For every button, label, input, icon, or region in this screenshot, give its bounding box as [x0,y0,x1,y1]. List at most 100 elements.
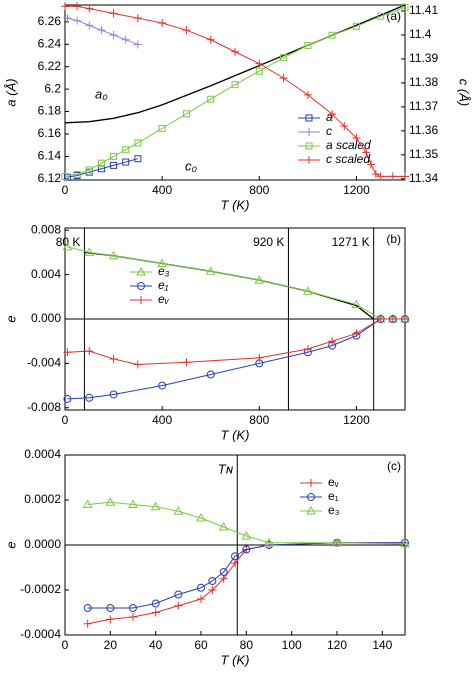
marker [109,30,118,39]
x-tick-label: 1200 [343,183,370,197]
x-tick-label: 140 [372,638,392,652]
legend-label: eᵥ [328,475,339,489]
reference-label: Tɴ [218,461,234,476]
marker [197,583,205,592]
x-tick-label: 80 [240,638,254,652]
y2-tick-label: 11.39 [409,51,438,65]
marker [121,35,130,44]
marker [83,619,92,628]
marker [133,360,142,369]
legend-label: eᵥ [158,292,170,306]
marker [351,299,362,309]
reference-label: 920 K [253,235,284,249]
marker [158,124,166,132]
marker [85,393,94,402]
marker [376,172,385,181]
x-tick-label: 100 [282,638,302,652]
marker [63,173,71,181]
marker [174,590,183,599]
series-line [87,542,405,609]
x-tick-label: 800 [249,413,269,427]
marker [242,545,251,554]
marker [352,22,360,30]
marker [219,574,228,583]
marker [182,26,191,35]
marker [303,90,312,99]
series-line [87,542,405,625]
y-tick-label: 0.0000 [24,537,61,551]
marker [84,247,95,256]
y2-tick-label: 11.38 [409,75,438,89]
y2-tick-label: 11.34 [409,171,438,185]
x-tick-label: 40 [149,638,163,652]
marker [218,521,229,531]
marker [97,26,106,35]
legend-label: a [326,110,333,124]
marker [109,354,118,363]
y-tick-label: -0.008 [27,400,61,414]
marker [367,160,375,169]
annotation: c₀ [185,158,198,173]
legend-label: e₁ [158,278,169,292]
marker [61,2,69,11]
marker [158,18,167,27]
y-tick-label: 0.0004 [24,447,61,461]
series-line [67,158,138,178]
marker [158,381,167,390]
x-tick-label: 0 [62,183,69,197]
legend-marker [305,128,313,136]
marker [128,499,138,508]
marker [376,315,385,323]
legend-label: e₁ [328,489,339,503]
y-tick-label: -0.004 [27,356,61,370]
y-tick-label: 0.008 [31,222,61,236]
y-tick-label: 6.2 [44,81,61,95]
y2-tick-label: 11.37 [409,99,438,113]
marker [85,4,94,13]
marker [328,31,336,39]
marker [182,110,190,118]
panel-label: (b) [386,232,401,246]
y-tick-label: 6.18 [38,104,62,118]
marker [255,353,264,362]
marker [134,139,142,147]
marker [328,337,337,346]
legend-label: a scaled [326,138,371,152]
legend-label: e₃ [328,503,340,517]
legend-marker [306,505,316,515]
legend-marker [307,493,315,501]
y-tick-label: 6.14 [38,149,62,163]
y2-tick-label: 11.41 [409,3,438,17]
marker [304,41,312,49]
y2-tick-label: 11.36 [409,123,438,137]
marker [377,12,385,20]
marker [110,152,118,160]
marker [122,146,130,154]
marker [196,512,206,522]
marker [302,286,313,295]
marker [62,241,73,251]
marker [279,74,288,83]
marker [400,538,410,548]
marker [219,568,228,576]
marker [197,595,205,603]
marker [241,530,252,540]
y-axis-label: e [3,541,18,548]
x-tick-label: 60 [194,638,208,652]
legend-marker [305,156,313,164]
marker [173,506,184,515]
marker [340,122,349,131]
marker [254,275,265,284]
marker [255,67,263,75]
marker [280,54,288,62]
series-line [64,6,406,178]
marker [157,258,168,268]
marker [352,329,361,338]
marker [401,315,409,323]
y-tick-label: 6.22 [38,59,62,73]
fit-line [64,4,406,124]
marker [208,586,217,594]
y2-tick-label: 11.4 [409,27,432,41]
y2-tick-label: 11.35 [409,147,438,161]
